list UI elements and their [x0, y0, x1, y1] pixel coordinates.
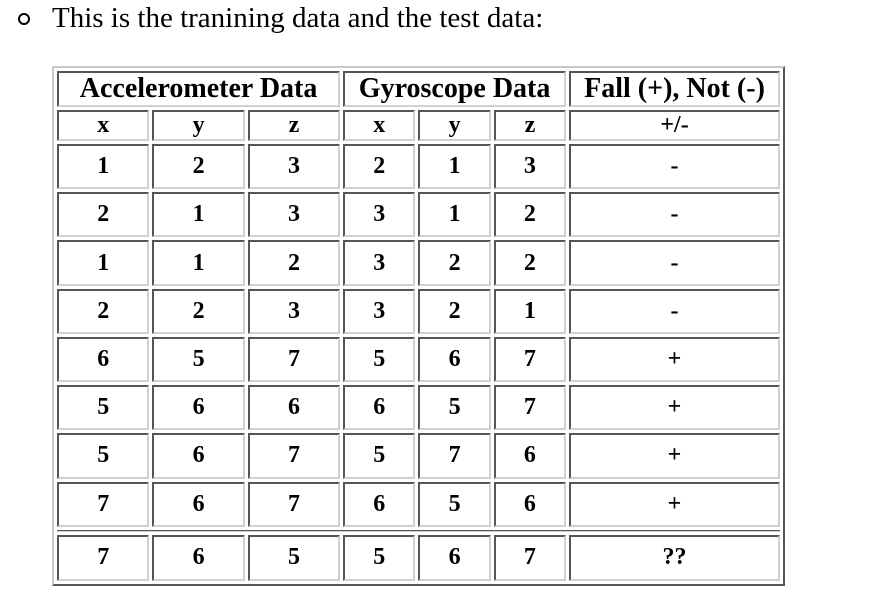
column-header-cell: y: [152, 110, 245, 141]
table-cell: 6: [493, 481, 567, 527]
group-header-cell: Gyroscope Data: [343, 71, 567, 107]
training-data-body: 1 2 3 2 1 3-2 1 3 3 1 2-1 1 2 3 2 2-2 2 3 3 2 1-6 5 7 5 6 7 +5 6 6 6 5…: [57, 144, 780, 527]
table-cell: 7: [493, 385, 567, 431]
table-cell: 6: [247, 385, 341, 431]
table-cell: 5: [57, 433, 150, 479]
intro-text: This is the tranining data and the test …: [52, 1, 544, 34]
table-cell: 1: [152, 192, 245, 238]
table-cell: 3: [247, 288, 341, 334]
test-cell: 5: [343, 534, 416, 581]
table-cell: 5: [418, 385, 491, 431]
table-cell: 3: [247, 144, 341, 190]
table-cell: 6: [152, 433, 245, 479]
test-separator-line: [57, 529, 780, 532]
table-row: 5 6 7 5 7 6 +: [57, 433, 780, 479]
group-header-cell: Fall (+), Not (-): [569, 71, 780, 107]
group-header-row: Accelerometer Data Gyroscope Data Fall (+)…: [57, 71, 780, 107]
table-cell: 2: [152, 144, 245, 190]
table-cell: 2: [57, 288, 150, 334]
column-header-cell: y: [418, 110, 491, 141]
table-cell: 7: [418, 433, 491, 479]
table-cell: -: [569, 288, 780, 334]
table-row: 7 6 7 6 5 6 +: [57, 481, 780, 527]
table-cell: 7: [247, 481, 341, 527]
table-cell: 7: [247, 336, 341, 383]
table-cell: 6: [343, 385, 416, 431]
test-cell: 7: [57, 534, 150, 581]
test-row: 7 6 5 5 6 7??: [57, 534, 780, 581]
table-cell: 7: [493, 336, 567, 383]
table-cell: 5: [152, 336, 245, 383]
table-cell: 6: [343, 481, 416, 527]
table-cell: 7: [57, 481, 150, 527]
table-cell: -: [569, 240, 780, 286]
column-header-cell: +/-: [569, 110, 780, 141]
table-cell: 1: [418, 192, 491, 238]
table-cell: 1: [57, 240, 150, 286]
table-row: 5 6 6 6 5 7 +: [57, 385, 780, 431]
table-cell: 7: [247, 433, 341, 479]
table-cell: 6: [57, 336, 150, 383]
column-header-row: x y z x y z +/-: [57, 110, 780, 141]
table-cell: 3: [343, 192, 416, 238]
table-cell: 6: [152, 481, 245, 527]
bullet-icon: [18, 13, 30, 25]
table-cell: 6: [418, 336, 491, 383]
table-cell: 2: [247, 240, 341, 286]
table-cell: -: [569, 144, 780, 190]
test-data-body: 7 6 5 5 6 7??: [57, 529, 780, 581]
column-header-cell: z: [493, 110, 567, 141]
test-cell: 5: [247, 534, 341, 581]
table-cell: 3: [343, 288, 416, 334]
table-cell: 5: [343, 336, 416, 383]
table-cell: 3: [493, 144, 567, 190]
table-cell: 5: [343, 433, 416, 479]
intro-line: This is the tranining data and the test …: [18, 0, 543, 36]
table-cell: 2: [152, 288, 245, 334]
table-cell: 6: [152, 385, 245, 431]
table-cell: 2: [493, 192, 567, 238]
table-cell: +: [569, 385, 780, 431]
table-cell: 6: [493, 433, 567, 479]
test-cell: 6: [418, 534, 491, 581]
table-cell: +: [569, 336, 780, 383]
table-cell: -: [569, 192, 780, 238]
table-cell: 1: [152, 240, 245, 286]
column-header-cell: x: [57, 110, 150, 141]
group-header-cell: Accelerometer Data: [57, 71, 341, 107]
table-cell: 2: [493, 240, 567, 286]
table-cell: +: [569, 481, 780, 527]
table-cell: 3: [343, 240, 416, 286]
column-header-cell: z: [247, 110, 341, 141]
table-cell: 1: [57, 144, 150, 190]
table-cell: 5: [57, 385, 150, 431]
test-cell: ??: [569, 534, 780, 581]
sensor-data-table: Accelerometer Data Gyroscope Data Fall (+)…: [52, 66, 785, 586]
table-cell: 5: [418, 481, 491, 527]
table-cell: 1: [493, 288, 567, 334]
test-cell: 6: [152, 534, 245, 581]
table-row: 6 5 7 5 6 7 +: [57, 336, 780, 383]
column-header-cell: x: [343, 110, 416, 141]
test-separator-row: [57, 529, 780, 532]
test-cell: 7: [493, 534, 567, 581]
table-cell: 2: [418, 240, 491, 286]
table-cell: 2: [57, 192, 150, 238]
table-cell: +: [569, 433, 780, 479]
table-cell: 1: [418, 144, 491, 190]
table-cell: 3: [247, 192, 341, 238]
table-cell: 2: [418, 288, 491, 334]
table-cell: 2: [343, 144, 416, 190]
